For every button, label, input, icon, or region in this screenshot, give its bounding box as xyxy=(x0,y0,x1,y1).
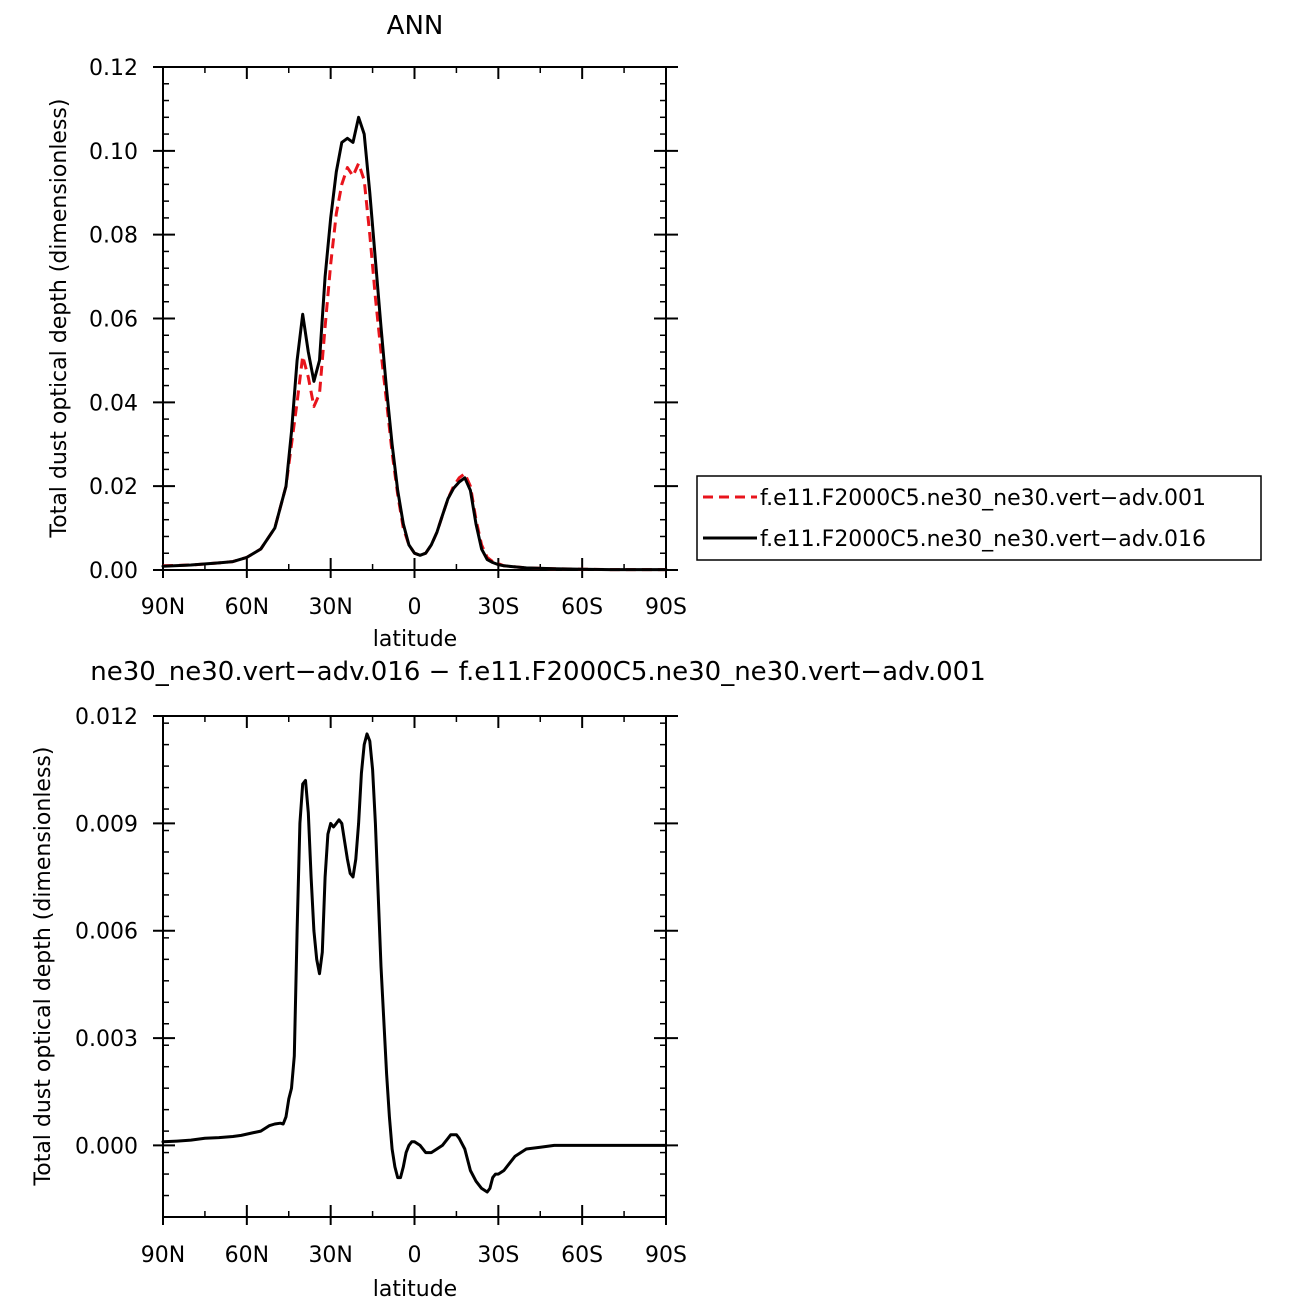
y-tick-label: 0.10 xyxy=(89,140,138,165)
y-tick-label: 0.00 xyxy=(89,559,138,584)
x-tick-label: 30N xyxy=(308,595,352,620)
top-plot-frame xyxy=(162,66,667,571)
bottom-chart-title: ne30_ne30.vert−adv.016 − f.e11.F2000C5.n… xyxy=(90,657,986,687)
top-y-axis-label: Total dust optical depth (dimensionless) xyxy=(47,99,72,539)
x-tick-label: 90N xyxy=(141,1243,185,1268)
y-tick-label: 0.006 xyxy=(75,920,138,945)
y-tick-label: 0.009 xyxy=(75,812,138,837)
legend-box xyxy=(696,475,1262,561)
x-tick-label: 30S xyxy=(477,1243,519,1268)
x-tick-label: 60N xyxy=(225,595,269,620)
y-tick-label: 0.012 xyxy=(75,705,138,730)
x-tick-label: 60S xyxy=(561,595,603,620)
legend-label-016: f.e11.F2000C5.ne30_ne30.vert−adv.016 xyxy=(760,527,1206,552)
x-tick-label: 60S xyxy=(561,1243,603,1268)
x-tick-label: 90S xyxy=(645,1243,687,1268)
x-tick-label: 0 xyxy=(408,1243,422,1268)
bottom-x-axis-label: latitude xyxy=(373,1277,457,1302)
x-tick-label: 90N xyxy=(141,595,185,620)
legend-label-001: f.e11.F2000C5.ne30_ne30.vert−adv.001 xyxy=(760,486,1206,511)
y-tick-label: 0.04 xyxy=(89,391,138,416)
bottom-ticks: 90N 60N 30N 0 30S 60S 90S 0.000 0.003 0.006 0.009 0… xyxy=(75,705,687,1268)
y-tick-label: 0.000 xyxy=(75,1134,138,1159)
x-tick-label: 0 xyxy=(408,595,422,620)
x-tick-label: 30N xyxy=(308,1243,352,1268)
bottom-series xyxy=(161,732,668,1194)
top-ticks: 90N 60N 30N 0 30S 60S 90S 0.00 0.02 0.04 0.06 0.08 0… xyxy=(89,56,687,620)
series-line-0-0 xyxy=(162,161,666,572)
bottom-y-axis-label: Total dust optical depth (dimensionless) xyxy=(31,747,56,1187)
top-x-axis-label: latitude xyxy=(373,627,457,652)
legend: f.e11.F2000C5.ne30_ne30.vert−adv.001 f.e… xyxy=(696,475,1262,561)
series-line-0-1 xyxy=(161,115,668,572)
y-tick-label: 0.02 xyxy=(89,475,138,500)
y-tick-label: 0.08 xyxy=(89,224,138,249)
y-tick-label: 0.003 xyxy=(75,1027,138,1052)
bottom-panel: ne30_ne30.vert−adv.016 − f.e11.F2000C5.n… xyxy=(31,657,986,1302)
y-tick-label: 0.06 xyxy=(89,308,138,333)
series-line-1-0 xyxy=(161,732,668,1194)
top-series xyxy=(161,115,668,572)
x-tick-label: 60N xyxy=(225,1243,269,1268)
top-panel: ANN 90N 60N 30N 0 30S 60S 90S 0.00 0.02 0.04 0.06 0… xyxy=(47,11,1262,652)
top-chart-title: ANN xyxy=(387,11,444,41)
x-tick-label: 30S xyxy=(477,595,519,620)
x-tick-label: 90S xyxy=(645,595,687,620)
y-tick-label: 0.12 xyxy=(89,56,138,81)
